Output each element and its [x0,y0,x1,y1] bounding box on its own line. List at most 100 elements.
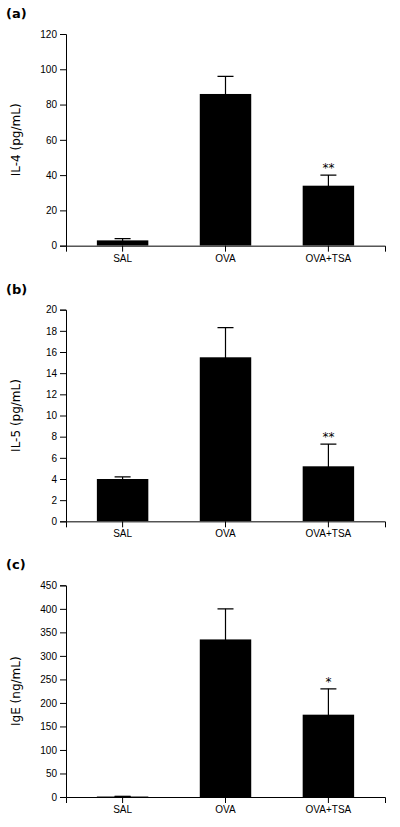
y-tick-mark [60,609,66,610]
significance-label: * [325,675,331,689]
y-axis-line [60,586,67,798]
y-tick: 120 [40,29,66,40]
y-tick-mark [60,773,66,774]
y-tick-label: 8 [51,431,57,442]
panel-label: (b) [6,282,27,297]
annotations: ** [322,430,334,444]
marks [97,76,354,245]
x-tick-label: OVA+TSA [306,528,352,539]
significance-label: ** [322,161,334,175]
y-tick-label: 200 [40,698,57,709]
x-tick: OVA [215,246,236,264]
error-bar [218,76,234,111]
x-tick-mark [328,797,329,803]
y-tick: 80 [46,99,66,110]
y-tick: 6 [51,453,66,464]
error-cap [218,111,234,112]
y-tick-label: 450 [40,580,57,591]
y-tick: 12 [46,389,66,400]
y-tick: 0 [51,240,66,251]
y-tick-mark [60,373,66,374]
bar [97,479,148,521]
y-tick-mark [60,310,66,311]
error-bar [320,175,336,196]
y-tick-label: 300 [40,651,57,662]
y-tick-mark [60,679,66,680]
error-stem [328,689,329,741]
error-bar [218,609,234,670]
y-tick-mark [60,726,66,727]
y-tick-mark [60,34,66,35]
y-tick-label: 80 [46,99,58,110]
y-tick-label: 18 [46,326,58,337]
plot-area: 02468101214161820SALOVAOVA+TSA** [46,304,386,539]
error-bar [320,689,336,741]
y-tick-label: 20 [46,205,58,216]
y-axis: 050100150200250300350400450 [40,580,66,803]
error-cap [320,488,336,489]
y-tick-label: 0 [51,516,57,527]
panel-label: (a) [6,6,27,21]
error-cap [115,481,131,482]
x-tick: OVA [215,521,236,539]
y-tick: 40 [46,170,66,181]
y-tick: 18 [46,326,66,337]
y-tick-label: 60 [46,135,58,146]
y-tick-mark [60,703,66,704]
error-cap [218,608,234,609]
y-tick: 450 [40,580,66,591]
x-axis: SALOVAOVA+TSA [67,797,386,815]
x-tick-mark [122,521,123,527]
error-stem [225,609,226,670]
y-tick-label: 40 [46,170,58,181]
bar [200,94,251,246]
y-tick: 10 [46,410,66,421]
x-tick-mark [122,797,123,803]
y-tick-mark [60,656,66,657]
x-tick: SAL [113,521,132,539]
y-tick: 0 [51,516,66,527]
y-tick-mark [60,750,66,751]
error-bar [320,444,336,488]
y-tick-label: 250 [40,674,57,685]
y-tick: 100 [40,745,66,756]
y-tick-mark [60,352,66,353]
plot-area: 050100150200250300350400450SALOVAOVA+TSA… [40,580,385,815]
y-tick: 50 [46,768,66,779]
y-tick-mark [60,500,66,501]
x-tick-label: OVA [215,253,236,264]
x-axis: SAL OVA OVA+TSA [67,246,386,264]
x-tick-label: OVA+TSA [306,253,352,264]
y-tick-label: 20 [46,304,58,315]
significance-label: ** [322,430,334,444]
panel: 020406080100120SALOVAOVA+TSA**IL-4 (pg/m… [6,6,386,264]
y-tick-label: 100 [40,64,57,75]
error-bar [218,328,234,387]
error-stem [328,444,329,488]
error-cap [115,796,131,797]
y-tick: 60 [46,135,66,146]
y-tick-mark [60,394,66,395]
x-tick-label: OVA [215,528,236,539]
y-tick: 400 [40,604,66,615]
error-cap [218,327,234,328]
y-tick: 14 [46,368,66,379]
error-cap [218,76,234,77]
x-tick: SAL [113,246,132,264]
x-axis-line [67,246,386,252]
error-stem [225,328,226,387]
error-cap [115,242,131,243]
error-stem [122,477,123,481]
y-tick-mark [60,632,66,633]
x-tick-mark [328,521,329,527]
figure: 020406080100120SALOVAOVA+TSA**IL-4 (pg/m… [0,0,400,827]
y-tick-mark [60,69,66,70]
x-tick-mark [225,797,226,803]
y-tick: 350 [40,627,66,638]
error-stem [225,76,226,111]
y-axis-title: IgE (ng/mL) [9,656,23,726]
x-tick-label: SAL [113,528,132,539]
y-tick-label: 120 [40,29,57,40]
y-tick-label: 6 [51,453,57,464]
error-bar [115,239,131,243]
